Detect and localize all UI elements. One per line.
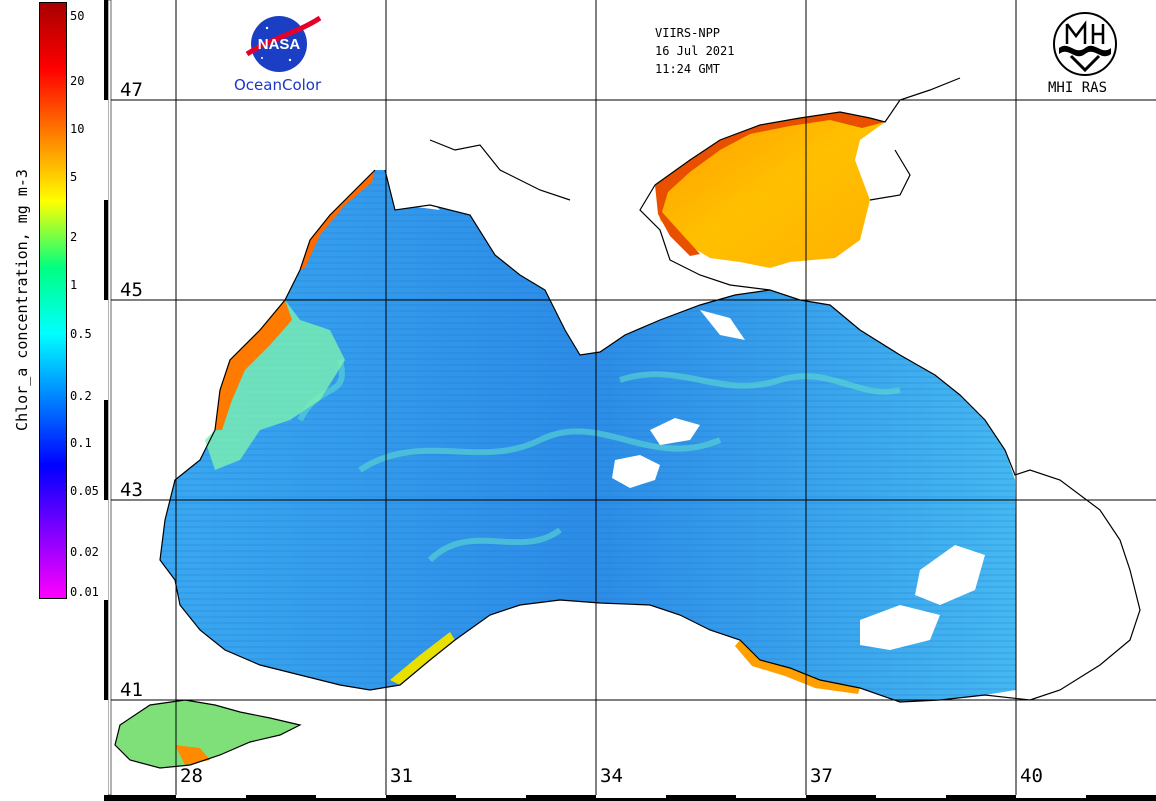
southeast-coast-bloom: [735, 640, 860, 694]
colorbar-tick-labels: 50 20 10 5 2 1 0.5 0.2 0.1 0.05 0.02 0.0…: [70, 0, 104, 600]
chlorophyll-filaments: [297, 359, 901, 563]
longitude-label: 31: [390, 765, 413, 787]
colorbar-tick: 2: [70, 230, 78, 244]
latitude-label: 47: [120, 79, 143, 101]
lat-lon-grid: [108, 0, 1156, 795]
oceancolor-caption: OceanColor: [234, 76, 322, 94]
colorbar-tick: 10: [70, 122, 85, 136]
colorbar-tick: 0.5: [70, 327, 92, 341]
acquisition-time: 11:24 GMT: [655, 62, 721, 76]
colorbar-tick: 50: [70, 9, 85, 23]
southern-coast-yellow: [390, 632, 455, 685]
longitude-label: 28: [180, 765, 203, 787]
sensor-name: VIIRS-NPP: [655, 26, 721, 40]
colorbar-gradient: [39, 2, 67, 599]
mhi-ras-logo: [1053, 12, 1117, 76]
coastline: [114, 77, 1141, 769]
colorbar-tick: 0.01: [70, 585, 99, 599]
longitude-label: 40: [1020, 765, 1043, 787]
colorbar-tick: 1: [70, 278, 78, 292]
institute-name: MHI RAS: [1048, 80, 1108, 96]
western-shelf-green: [205, 300, 345, 470]
latitude-label: 43: [120, 479, 143, 501]
colorbar-tick: 0.05: [70, 484, 99, 498]
nasa-logo-text: NASA: [258, 36, 301, 53]
colorbar-tick: 5: [70, 170, 78, 184]
marmara-bloom: [175, 745, 210, 765]
nasa-meatball-logo: NASA: [245, 15, 322, 72]
sea-of-marmara-water: [115, 700, 300, 768]
acquisition-info: VIIRS-NPP 16 Jul 2021 11:24 GMT: [655, 24, 734, 78]
colorbar-tick: 0.2: [70, 389, 92, 403]
frame-scale-bars: [104, 0, 1156, 801]
acquisition-date: 16 Jul 2021: [655, 44, 735, 58]
colorbar-tick: 0.02: [70, 545, 99, 559]
colorbar-tick: 0.1: [70, 436, 92, 450]
western-coast-bloom: [215, 300, 292, 430]
colorbar-tick: 20: [70, 74, 85, 88]
danube-delta-bloom: [300, 170, 375, 270]
latitude-label: 41: [120, 679, 143, 701]
longitude-label: 37: [810, 765, 833, 787]
azov-coast-bloom: [655, 112, 885, 256]
cloud-mask: [395, 180, 985, 650]
longitude-label: 34: [600, 765, 623, 787]
latitude-label: 45: [120, 279, 143, 301]
